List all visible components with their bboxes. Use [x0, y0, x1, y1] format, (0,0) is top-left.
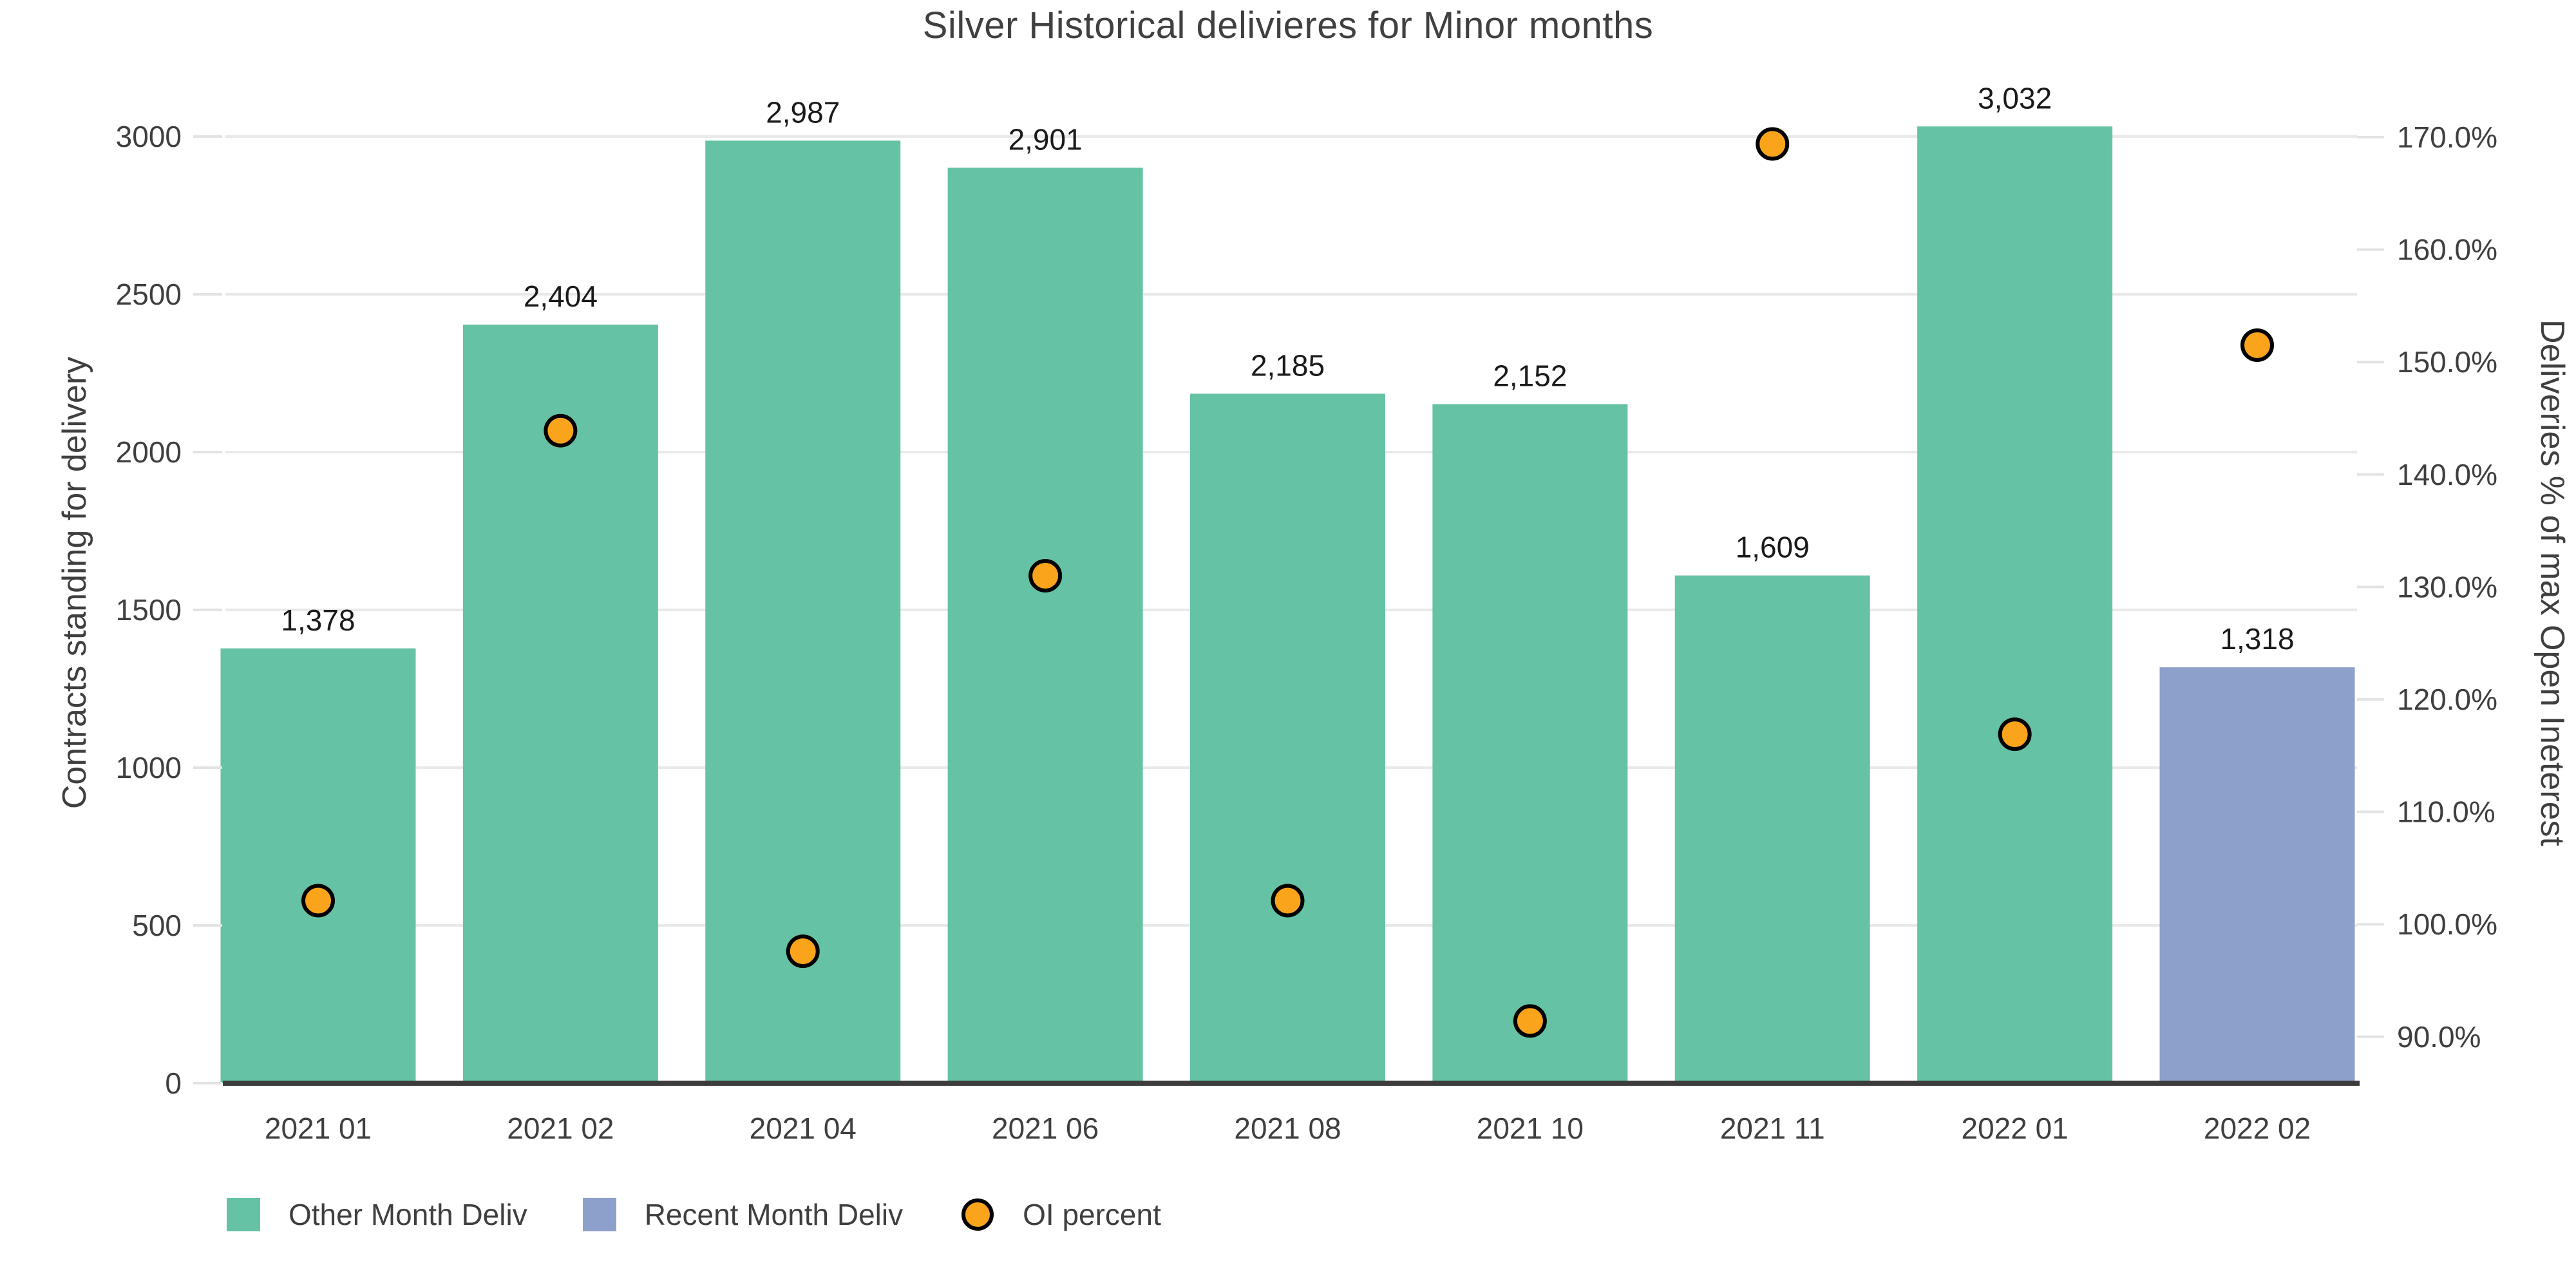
x-category-label: 2021 11: [1720, 1112, 1825, 1145]
y-left-tick-label: 500: [132, 909, 182, 942]
y-right-tick-label: 170.0%: [2397, 120, 2497, 154]
legend-item-oi-percent[interactable]: OI percent: [958, 1195, 1161, 1234]
oi-percent-point: [1998, 717, 2032, 752]
legend-label-other-month-deliv: Other Month Deliv: [289, 1198, 527, 1231]
bar-value-label: 3,032: [1978, 81, 2052, 115]
bar: [705, 140, 901, 1083]
recent-month-deliv-swatch-icon: [582, 1198, 616, 1231]
oi-percent-series: [301, 127, 2274, 1038]
x-category-label: 2022 02: [2204, 1112, 2311, 1145]
oi-percent-point: [2240, 328, 2274, 363]
y-left-tick-label: 1000: [116, 751, 182, 784]
legend-item-other-month-deliv[interactable]: Other Month Deliv: [227, 1197, 527, 1232]
bar: [1432, 404, 1628, 1083]
chart-title: Silver Historical delivieres for Minor m…: [922, 5, 1654, 46]
other-month-deliv-swatch-icon: [227, 1198, 260, 1231]
oi-percent-point: [1756, 127, 1790, 161]
bar-value-label: 1,609: [1736, 531, 1810, 564]
x-category-label: 2022 01: [1961, 1112, 2068, 1145]
y-left-tick-label: 0: [165, 1066, 182, 1100]
legend-label-recent-month-deliv: Recent Month Deliv: [644, 1198, 904, 1231]
bar: [462, 325, 658, 1083]
oi-percent-point: [1513, 1004, 1547, 1038]
oi-percent-point: [1271, 884, 1305, 918]
bar: [2159, 667, 2355, 1083]
bar: [1917, 126, 2113, 1083]
x-category-label: 2021 10: [1477, 1112, 1584, 1145]
y-right-tick-label: 110.0%: [2397, 795, 2496, 829]
x-category-label: 2021 08: [1234, 1112, 1341, 1145]
bar-value-label: 2,404: [524, 279, 598, 313]
oi-percent-point: [1028, 558, 1063, 592]
y-right-tick-label: 150.0%: [2397, 345, 2497, 379]
x-axis-line: [223, 1081, 2360, 1086]
y-left-tick-label: 2500: [116, 278, 182, 311]
axes: 0 500 1000 1500 2000 2500 3000 90.0% 100.0% 110.0…: [116, 120, 2497, 1145]
y-right-tick-label: 100.0%: [2397, 907, 2497, 941]
bar: [220, 648, 416, 1083]
bar-value-label: 1,378: [281, 603, 355, 637]
x-category-label: 2021 04: [750, 1112, 857, 1145]
y-left-tick-label: 2000: [116, 435, 182, 469]
legend-item-recent-month-deliv[interactable]: Recent Month Deliv: [582, 1197, 904, 1232]
oi-percent-point: [544, 413, 578, 448]
bar: [1190, 393, 1385, 1083]
y-left-axis-title: Contracts standing for delivery: [56, 357, 93, 809]
y-right-tick-label: 130.0%: [2397, 570, 2497, 603]
y-right-axis-title: Deliveries % of max Open Ineterest: [2533, 319, 2571, 846]
y-right-tick-label: 160.0%: [2397, 233, 2497, 267]
oi-percent-point: [301, 884, 335, 918]
y-left-tick-label: 1500: [116, 593, 182, 627]
x-category-label: 2021 02: [507, 1112, 614, 1145]
bar: [1674, 575, 1870, 1083]
bar-value-label: 2,185: [1251, 348, 1325, 382]
legend: Other Month Deliv Recent Month Deliv OI …: [227, 1195, 1217, 1234]
bar-value-labels: 1,378 2,404 2,987 2,901 2,185 2,152 1,609 3,032…: [281, 81, 2294, 656]
y-right-tick-label: 90.0%: [2397, 1020, 2481, 1054]
legend-label-oi-percent: OI percent: [1023, 1198, 1161, 1231]
y-left-tick-label: 3000: [116, 120, 182, 153]
bar-value-label: 2,901: [1009, 123, 1083, 156]
x-category-label: 2021 01: [265, 1112, 372, 1145]
bar: [947, 167, 1143, 1083]
y-right-tick-label: 140.0%: [2397, 458, 2497, 491]
oi-percent-marker-icon: [961, 1198, 994, 1231]
bar-value-label: 2,152: [1493, 359, 1567, 393]
bar-value-label: 2,987: [766, 95, 840, 129]
oi-percent-point: [786, 934, 820, 969]
x-category-label: 2021 06: [992, 1112, 1099, 1145]
bar-value-label: 1,318: [2220, 622, 2294, 656]
bar-series: [220, 126, 2355, 1083]
y-right-tick-label: 120.0%: [2397, 683, 2497, 716]
